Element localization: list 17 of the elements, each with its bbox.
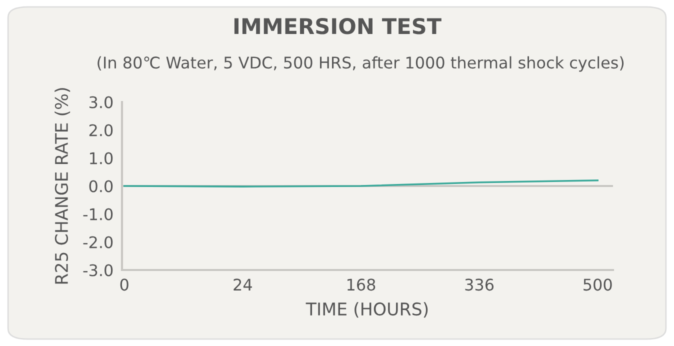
x-axis-title: TIME (HOURS) xyxy=(306,302,428,318)
y-axis-title: R25 CHANGE RATE (%) xyxy=(54,88,70,284)
line-series xyxy=(123,179,599,188)
y-tick-label: 1.0 xyxy=(90,152,113,164)
y-tick-label: 2.0 xyxy=(89,124,113,136)
y-tick-label: 0.0 xyxy=(89,180,113,192)
y-tick-label: -1.0 xyxy=(83,208,113,220)
x-tick-label: 168 xyxy=(348,278,376,291)
x-tick-label: 336 xyxy=(465,278,494,291)
x-tick-label: 500 xyxy=(584,278,612,291)
chart-subtitle: (In 80℃ Water, 5 VDC, 500 HRS, after 1000 thermal shock cycles) xyxy=(98,56,624,72)
x-tick-label: 24 xyxy=(234,278,252,290)
y-tick-label: 3.0 xyxy=(89,96,113,108)
y-tick-label: -3.0 xyxy=(83,264,113,276)
x-tick-label: 0 xyxy=(120,278,128,291)
y-tick-label: -2.0 xyxy=(83,236,113,248)
chart-title: IMMERSION TEST xyxy=(234,18,442,34)
